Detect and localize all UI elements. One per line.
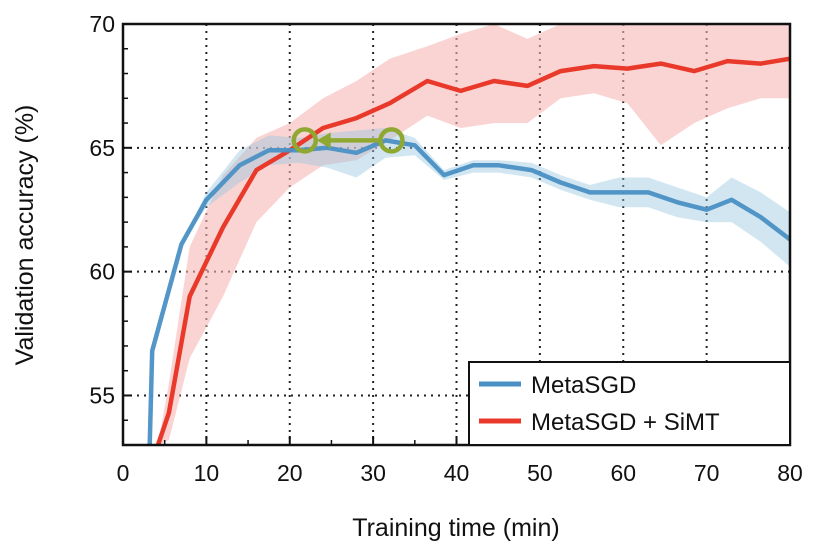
band-metasgd [149,128,790,445]
x-tick-label-50: 50 [527,460,553,486]
line-metasgd [147,138,790,445]
y-axis-title: Validation accuracy (%) [11,105,39,366]
legend-box [468,361,791,446]
x-tick-label-60: 60 [610,460,636,486]
speedup-annotation [291,127,405,154]
confidence-bands [149,24,790,445]
x-tick-label-80: 80 [777,460,803,486]
x-axis-title: Training time (min) [352,514,559,542]
x-tick-label-0: 0 [117,460,130,486]
x-tick-label-40: 40 [444,460,470,486]
axis-ticks: 0 10 20 30 40 50 60 70 80 55 60 65 70 [89,11,802,486]
legend-label-metasgd: MetaSGD [531,372,636,399]
series-lines [147,56,790,445]
x-tick-label-20: 20 [277,460,303,486]
y-tick-label-65: 65 [89,135,115,161]
annotation-circle-metasgd-peak [378,127,405,154]
x-tick-label-10: 10 [194,460,220,486]
legend: MetaSGD MetaSGD + SiMT [468,361,791,446]
legend-label-simt: MetaSGD + SiMT [531,409,720,436]
y-tick-label-70: 70 [89,11,115,37]
band-simt [158,24,790,445]
y-tick-label-55: 55 [89,382,115,408]
y-tick-label-60: 60 [89,259,115,285]
x-tick-label-30: 30 [360,460,386,486]
x-tick-label-70: 70 [694,460,720,486]
annotation-arrow-head [316,132,331,149]
line-simt [155,56,790,445]
annotation-circle-simt-match [291,127,319,154]
